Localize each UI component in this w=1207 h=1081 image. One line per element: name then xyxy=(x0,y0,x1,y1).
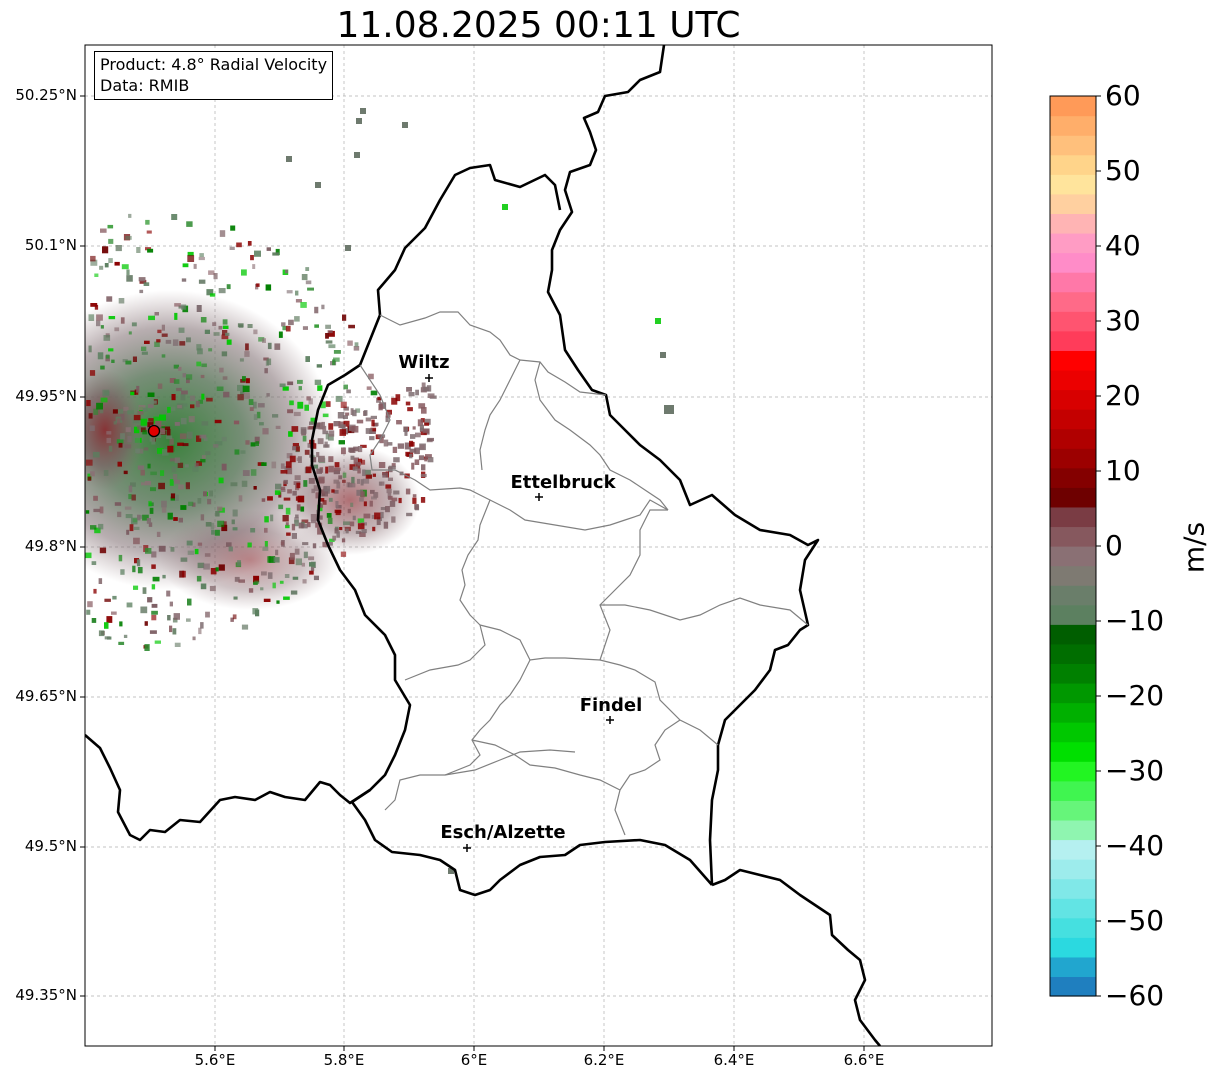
colorbar-segment xyxy=(1050,859,1096,880)
colorbar-segment xyxy=(1050,193,1096,214)
lat-label: 49.5°N xyxy=(24,837,77,855)
colorbar-segment xyxy=(1050,174,1096,195)
lon-label: 6.2°E xyxy=(583,1051,625,1069)
colorbar-segment xyxy=(1050,976,1096,997)
city-findel: Findel xyxy=(580,695,643,724)
colorbar-segment xyxy=(1050,389,1096,410)
colorbar-segment xyxy=(1050,487,1096,508)
city-markers: Wiltz Ettelbruck Findel Esch/Alzette xyxy=(398,352,642,852)
colorbar-segment xyxy=(1050,448,1096,469)
radar-echoes xyxy=(85,108,674,874)
colorbar-segment xyxy=(1050,409,1096,430)
colorbar-segment xyxy=(1050,585,1096,606)
colorbar-segment xyxy=(1050,506,1096,528)
map-title: 11.08.2025 00:11 UTC xyxy=(336,5,741,46)
colorbar-segment xyxy=(1050,839,1096,860)
product-text: Product: 4.8° Radial Velocity xyxy=(100,55,328,74)
colorbar-segment xyxy=(1050,780,1096,801)
colorbar-segment xyxy=(1050,604,1096,625)
colorbar-segment xyxy=(1050,369,1096,391)
colorbar-segment xyxy=(1050,565,1096,586)
colorbar-segment xyxy=(1050,878,1096,899)
city-label-findel: Findel xyxy=(580,695,643,716)
colorbar-tick-label: 40 xyxy=(1105,229,1141,262)
colorbar-segment xyxy=(1050,115,1096,136)
lat-label: 50.25°N xyxy=(15,86,77,104)
lat-label: 49.65°N xyxy=(15,687,77,705)
colorbar-segment xyxy=(1050,898,1096,919)
colorbar-segment xyxy=(1050,213,1096,234)
colorbar-segment xyxy=(1050,741,1096,762)
city-ettelbruck: Ettelbruck xyxy=(510,472,617,501)
lon-label: 5.8°E xyxy=(323,1051,365,1069)
colorbar-tick-label: 50 xyxy=(1105,154,1141,187)
city-wiltz: Wiltz xyxy=(398,352,450,382)
colorbar-segment xyxy=(1050,526,1096,547)
product-info-box: Product: 4.8° Radial Velocity Data: RMIB xyxy=(94,51,334,100)
colorbar-tick-label: −40 xyxy=(1105,829,1165,862)
colorbar-segment xyxy=(1050,232,1096,254)
colorbar-segment xyxy=(1050,135,1096,156)
colorbar-unit-label: m/s xyxy=(1177,521,1207,574)
colorbar-tick-label: 10 xyxy=(1105,454,1141,487)
axis-ticks xyxy=(80,95,865,1051)
colorbar-segment xyxy=(1050,917,1096,938)
lon-label: 6°E xyxy=(460,1051,488,1069)
lat-label: 49.35°N xyxy=(15,986,77,1004)
colorbar-tick-label: −50 xyxy=(1105,904,1165,937)
country-borders xyxy=(85,45,881,1046)
colorbar-segment xyxy=(1050,546,1096,567)
colorbar-segment xyxy=(1050,819,1096,841)
colorbar-tick-label: 60 xyxy=(1105,79,1141,112)
lon-label: 5.6°E xyxy=(194,1051,236,1069)
colorbar-segment xyxy=(1050,96,1096,117)
colorbar-segment xyxy=(1050,682,1096,704)
colorbar-tick-label: −30 xyxy=(1105,754,1165,787)
colorbar-segment xyxy=(1050,702,1096,723)
district-borders xyxy=(359,311,809,836)
colorbar-segment xyxy=(1050,350,1096,371)
lat-label: 50.1°N xyxy=(24,236,77,254)
colorbar-segment xyxy=(1050,311,1096,332)
colorbar-segment xyxy=(1050,624,1096,645)
colorbar-segment xyxy=(1050,956,1096,978)
city-label-wiltz: Wiltz xyxy=(398,352,449,373)
colorbar-segment xyxy=(1050,722,1096,743)
colorbar-segment xyxy=(1050,330,1096,351)
colorbar xyxy=(1049,95,1101,997)
colorbar-tick-label: −10 xyxy=(1105,604,1165,637)
colorbar-segment xyxy=(1050,428,1096,449)
colorbar-tick-label: 30 xyxy=(1105,304,1141,337)
colorbar-segment xyxy=(1050,154,1096,175)
colorbar-segment xyxy=(1050,937,1096,958)
city-label-ettelbruck: Ettelbruck xyxy=(510,472,616,493)
colorbar-segment xyxy=(1050,272,1096,293)
colorbar-tick-label: −20 xyxy=(1105,679,1165,712)
colorbar-segment xyxy=(1050,761,1096,782)
lon-label: 6.4°E xyxy=(713,1051,755,1069)
data-source-text: Data: RMIB xyxy=(100,76,190,95)
city-esch-alzette: Esch/Alzette xyxy=(440,822,566,852)
lat-label: 49.8°N xyxy=(24,537,77,555)
map-frame xyxy=(84,44,993,1047)
colorbar-tick-label: 0 xyxy=(1105,529,1123,562)
lon-label: 6.6°E xyxy=(843,1051,885,1069)
colorbar-segment xyxy=(1050,291,1096,312)
city-label-esch-alzette: Esch/Alzette xyxy=(440,822,565,843)
colorbar-segment xyxy=(1050,663,1096,684)
colorbar-segment xyxy=(1050,252,1096,273)
colorbar-tick-label: −60 xyxy=(1105,979,1165,1012)
colorbar-tick-label: 20 xyxy=(1105,379,1141,412)
colorbar-segment xyxy=(1050,643,1096,664)
radar-site-marker xyxy=(147,424,161,438)
colorbar-segment xyxy=(1050,467,1096,488)
colorbar-segment xyxy=(1050,800,1096,821)
lat-label: 49.95°N xyxy=(15,387,77,405)
